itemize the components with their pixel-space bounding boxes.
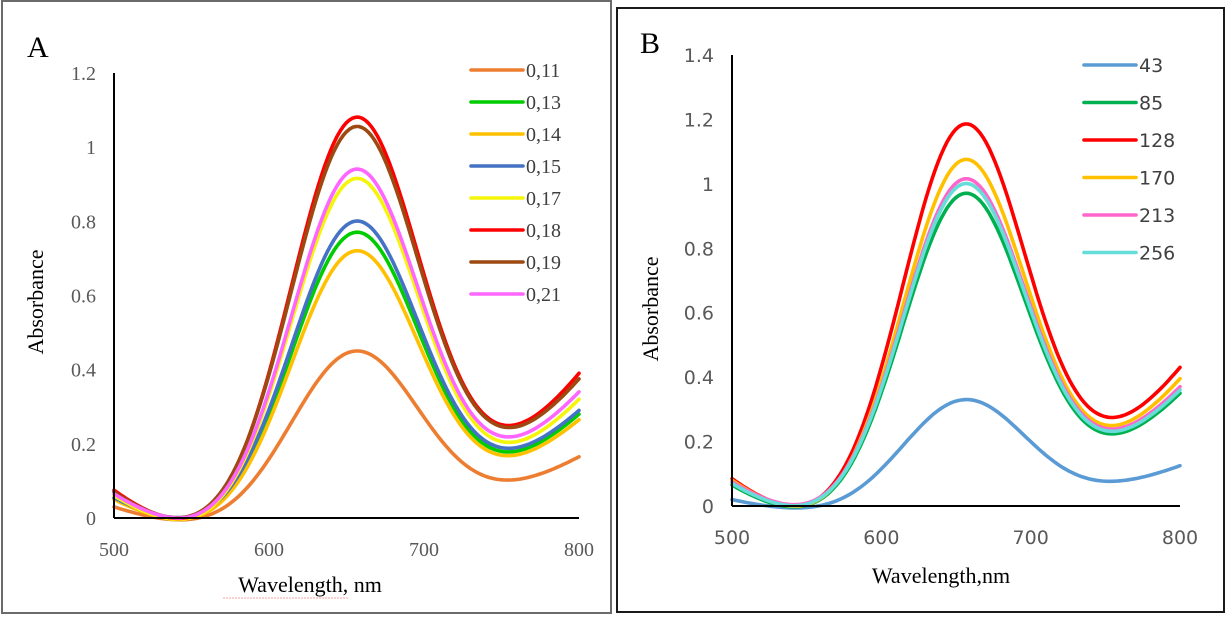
x-tick-label: 700 xyxy=(1013,527,1049,549)
y-tick-label: 1.2 xyxy=(71,63,96,85)
y-axis-label-b: Absorbance xyxy=(638,256,663,361)
panel-label-b: B xyxy=(640,27,660,60)
legend-item: 0,19 xyxy=(469,252,561,274)
x-tick-label: 700 xyxy=(409,539,439,561)
series-line-43 xyxy=(730,397,1182,510)
legend-item: 0,18 xyxy=(469,220,561,242)
series-line-85 xyxy=(730,191,1182,509)
legend-label: 128 xyxy=(1139,130,1175,152)
y-tick-label: 0.8 xyxy=(71,211,96,233)
x-tick-label: 600 xyxy=(254,539,284,561)
absorbance-chart-a: A 0 0.2 0.4 0.6 0.8 1 1.2 500 600 700 800 0,11 0,1… xyxy=(23,31,594,599)
legend-label: 213 xyxy=(1139,205,1175,227)
series-line-0-18 xyxy=(112,115,581,521)
x-tick-label: 800 xyxy=(564,539,594,561)
legend-item: 256 xyxy=(1082,243,1175,265)
legend-item: 43 xyxy=(1082,55,1163,77)
y-axis-label-a: Absorbance xyxy=(23,249,48,354)
panel-label-a: A xyxy=(27,31,49,64)
legend-item: 0,15 xyxy=(469,156,561,178)
y-tick-label: 0.4 xyxy=(71,360,96,382)
chart-panel-a: A 0 0.2 0.4 0.6 0.8 1 1.2 500 600 700 800 0,11 0,1… xyxy=(1,0,612,614)
legend-item: 128 xyxy=(1082,130,1175,152)
y-tick-label: 1.2 xyxy=(684,109,714,131)
legend-item: 213 xyxy=(1082,205,1175,227)
legend-label: 0,11 xyxy=(526,60,560,82)
y-tick-label: 0.2 xyxy=(71,434,96,456)
y-tick-label: 1.4 xyxy=(684,45,714,67)
legend-label: 0,14 xyxy=(526,124,561,146)
y-tick-label: 0 xyxy=(86,508,96,530)
x-axis-label-a: Wavelength, nm xyxy=(238,572,382,597)
legend-label: 170 xyxy=(1139,168,1175,190)
y-tick-label: 0.4 xyxy=(684,367,714,389)
legend-item: 170 xyxy=(1082,168,1175,190)
legend-item: 0,17 xyxy=(469,188,561,210)
series-line-0-15 xyxy=(112,219,581,520)
legend-item: 0,13 xyxy=(469,92,561,114)
chart-panel-b: B 0 0.2 0.4 0.6 0.8 1 1.2 1.4 500 600 700 800 43 85… xyxy=(616,7,1225,613)
series-line-0-21 xyxy=(112,167,581,520)
x-tick-label: 500 xyxy=(99,539,129,561)
legend-label: 0,21 xyxy=(526,284,561,306)
x-tick-label: 500 xyxy=(714,527,750,549)
legend-label: 0,18 xyxy=(526,220,561,242)
series-line-170 xyxy=(730,157,1182,508)
series-line-213 xyxy=(730,177,1182,507)
x-axis-label-b: Wavelength,nm xyxy=(872,563,1010,588)
legend-label: 0,15 xyxy=(526,156,561,178)
y-tick-label: 1 xyxy=(86,137,96,159)
x-tick-label: 800 xyxy=(1162,527,1198,549)
y-tick-label: 0.2 xyxy=(684,432,714,454)
y-tick-label: 1 xyxy=(702,174,714,196)
legend-label: 0,19 xyxy=(526,252,561,274)
x-tick-label: 600 xyxy=(863,527,899,549)
legend-label: 0,17 xyxy=(526,188,561,210)
legend-label: 43 xyxy=(1139,55,1163,77)
absorbance-chart-b: B 0 0.2 0.4 0.6 0.8 1 1.2 1.4 500 600 700 800 43 85… xyxy=(638,27,1198,588)
legend-item: 0,11 xyxy=(469,60,560,82)
series-line-0-13 xyxy=(112,230,581,521)
y-tick-label: 0 xyxy=(702,496,714,518)
y-tick-label: 0.6 xyxy=(71,286,96,308)
series-line-256 xyxy=(730,181,1182,508)
legend-item: 0,14 xyxy=(469,124,561,146)
legend-item: 85 xyxy=(1082,93,1163,115)
y-tick-label: 0.8 xyxy=(684,238,714,260)
legend-label: 0,13 xyxy=(526,92,561,114)
y-tick-label: 0.6 xyxy=(684,303,714,325)
legend-label: 85 xyxy=(1139,93,1163,115)
legend-label: 256 xyxy=(1139,243,1175,265)
legend-item: 0,21 xyxy=(469,284,561,306)
